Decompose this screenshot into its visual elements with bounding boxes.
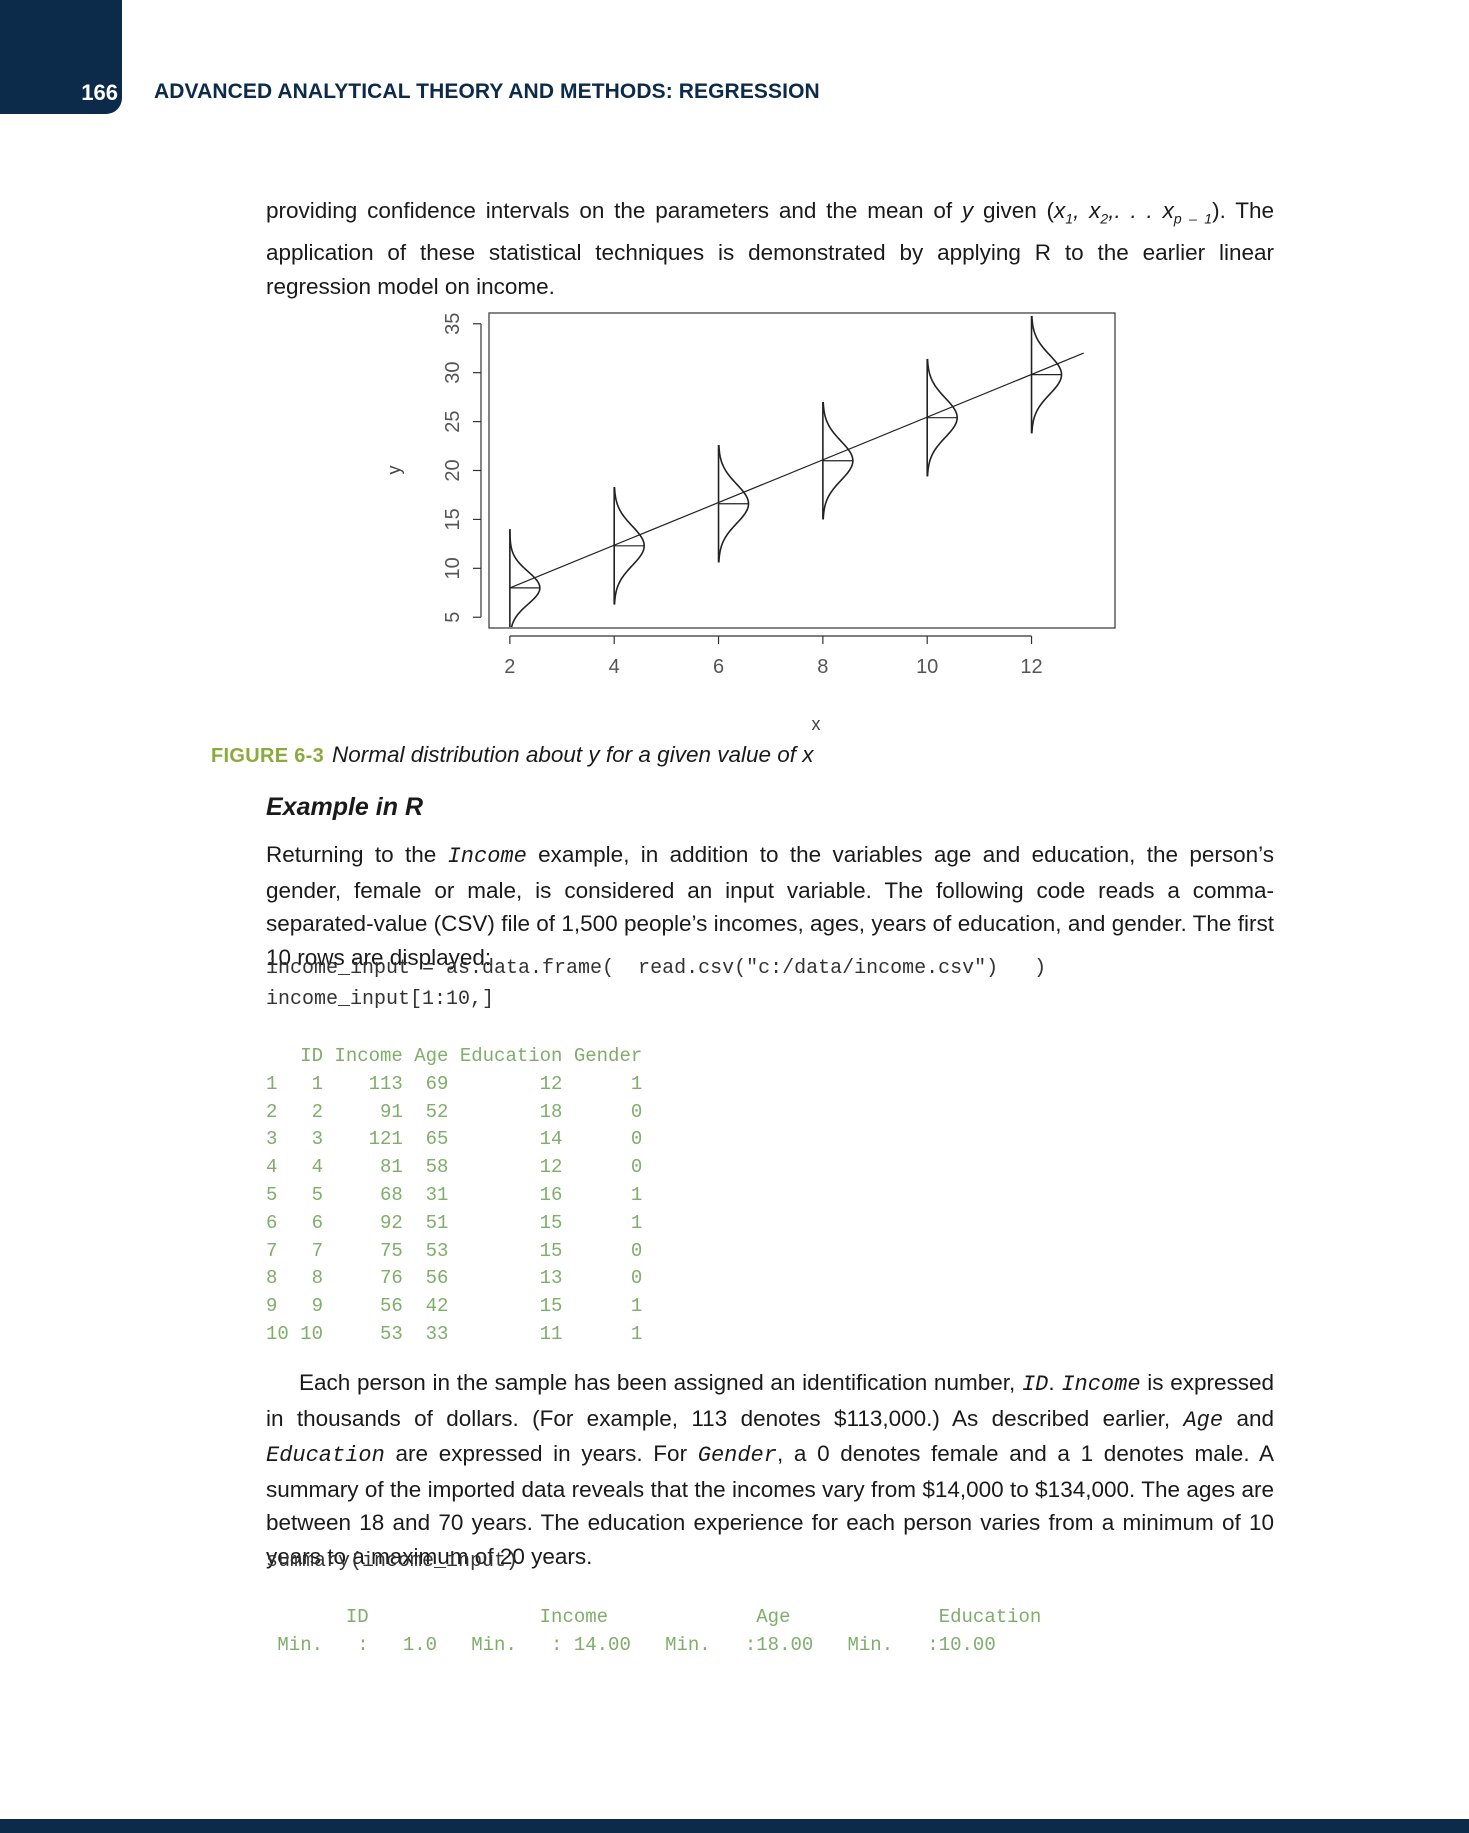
figure-caption-text: Normal distribution about y for a given … [332,742,814,767]
code-line: income_input = as.data.frame( read.csv("… [266,957,1047,980]
explanation-paragraph: Each person in the sample has been assig… [266,1366,1274,1573]
para2-text-e: are expressed in years. For [384,1441,698,1466]
code-income-inline: Income [1061,1372,1141,1397]
para2-text-f: , a 0 denotes female and a 1 denotes mal… [266,1441,1275,1569]
x-tick-label: 4 [609,656,620,678]
output-row: 8 8 76 56 13 0 [266,1267,643,1290]
normal-curve [1031,315,1063,434]
plot-frame [488,312,1116,629]
summary-header: ID Income Age Education [266,1606,1042,1628]
y-tick-label: 35 [442,313,464,335]
output-row: 5 5 68 31 16 1 [266,1183,643,1206]
intro-math: x1, x2,. . . xp – 1 [1054,198,1213,227]
y-tick-label: 10 [442,557,464,579]
regression-line-group [509,352,1084,589]
section-heading: Example in R [266,793,423,821]
distribution-curves [509,315,1063,628]
code-line: summary(income_input) [266,1550,519,1573]
y-axis: 5 10 15 20 25 30 35 [442,313,482,623]
para2-text-b: . [1048,1370,1062,1395]
output-row: 1 1 113 69 12 1 [266,1072,643,1095]
para2-text-d: and [1223,1405,1274,1431]
para2-text-c: is expressed in thousands of dollars. (F… [266,1370,1275,1431]
figure-label: FIGURE 6-3 [211,745,325,767]
intro-y: y [961,198,974,223]
output-row: 6 6 92 51 15 1 [266,1211,643,1234]
y-tick-label: 25 [442,410,464,432]
code-age-inline: Age [1183,1407,1224,1433]
output-row: 3 3 121 65 14 0 [266,1128,643,1151]
running-head: ADVANCED ANALYTICAL THEORY AND METHODS: … [154,80,820,103]
normal-curve [509,529,541,628]
y-tick-label: 15 [442,508,464,530]
code-income-inline: Income [447,844,527,869]
output-row: 9 9 56 42 15 1 [266,1295,643,1318]
normal-curve [718,445,750,563]
y-tick-label: 20 [442,459,464,481]
summary-output: ID Income Age Education Min. : 1.0 Min. … [266,1604,1041,1660]
output-row: 7 7 75 53 15 0 [266,1239,643,1262]
x-axis: 2 4 6 8 10 12 [504,635,1043,678]
x-tick-label: 2 [504,656,515,678]
bottom-bar [0,1819,1469,1833]
x-tick-label: 12 [1020,656,1042,678]
normal-curve [822,401,854,520]
output-row: 10 10 53 33 11 1 [266,1322,643,1345]
normal-curve [613,487,646,605]
data-frame-output: ID Income Age Education Gender 1 1 113 6… [266,1043,642,1349]
code-block-read-csv: income_input = as.data.frame( read.csv("… [266,953,1046,1015]
example-text-a: Returning to the [266,842,448,867]
code-gender-inline: Gender [697,1443,777,1468]
y-tick-label: 30 [442,362,464,384]
intro-text-c: ). The application of [266,198,1275,265]
intro-text-b: given ( [973,198,1055,223]
code-block-summary: summary(income_input) [266,1546,518,1577]
y-tick-label: 5 [442,612,464,623]
code-line: income_input[1:10,] [266,988,495,1011]
page-number: 166 [81,80,118,105]
intro-text-line2: these statistical techniques is demonstr… [266,240,1274,299]
output-row: 4 4 81 58 12 0 [266,1156,643,1179]
para2-text-a: Each person in the sample has been assig… [299,1370,1022,1395]
intro-text-a: providing confidence intervals on the pa… [266,198,962,223]
intro-paragraph: providing confidence intervals on the pa… [266,194,1274,303]
y-axis-label: y [384,466,404,475]
regression-chart: 2 4 6 8 10 12 5 10 15 20 25 30 35 x y [384,312,1116,734]
code-id-inline: ID [1021,1372,1049,1397]
x-tick-label: 8 [817,656,828,678]
regression-line [509,352,1084,589]
page-number-tab [0,0,122,114]
summary-row: Min. : 1.0 Min. : 14.00 Min. :18.00 Min.… [266,1633,996,1656]
figure-caption: FIGURE 6-3 Normal distribution about y fo… [211,742,814,768]
example-text-b: example, in addition to the variables ag… [266,842,1274,970]
output-header: ID Income Age Education Gender [266,1045,643,1067]
x-tick-label: 10 [916,656,938,678]
example-paragraph: Returning to the Income example, in addi… [266,838,1274,974]
code-education-inline: Education [266,1443,385,1468]
x-axis-label: x [812,714,821,734]
normal-curve [926,358,959,477]
output-row: 2 2 91 52 18 0 [266,1100,643,1123]
x-tick-label: 6 [713,656,724,678]
